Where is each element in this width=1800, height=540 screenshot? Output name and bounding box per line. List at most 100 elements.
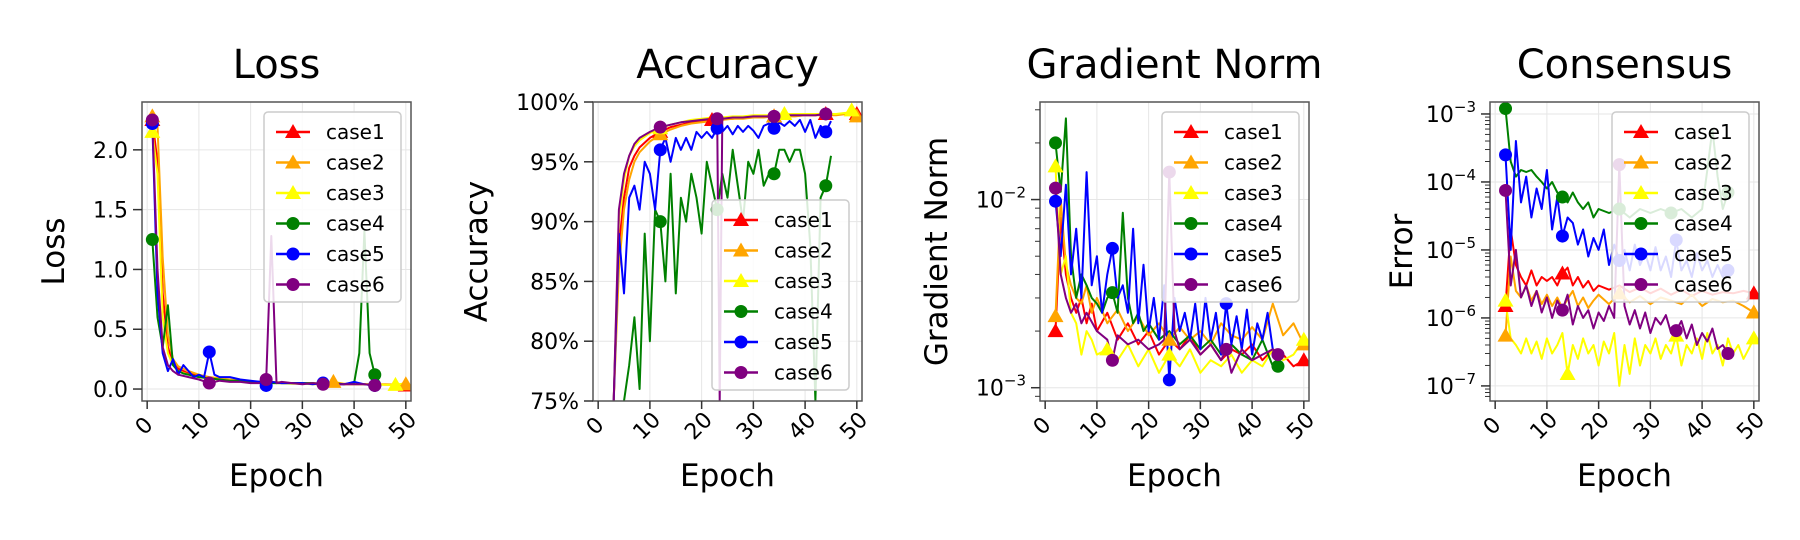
x-tick-label: 10 bbox=[178, 408, 215, 445]
marker-case1 bbox=[1295, 352, 1309, 367]
y-tick-label: 90% bbox=[530, 211, 579, 236]
legend-label-case6: case6 bbox=[1224, 273, 1283, 297]
y-tick-label: 95% bbox=[530, 151, 579, 176]
marker-case3 bbox=[1161, 346, 1178, 361]
legend-marker-case6 bbox=[734, 366, 748, 379]
x-axis-label: Epoch bbox=[1127, 458, 1222, 494]
chart-title: Consensus bbox=[1517, 42, 1733, 88]
legend-label-case1: case1 bbox=[774, 208, 833, 232]
marker-case6 bbox=[819, 107, 833, 121]
x-tick-label: 30 bbox=[732, 408, 769, 445]
marker-case2 bbox=[1745, 304, 1759, 319]
marker-case5 bbox=[1105, 241, 1119, 255]
y-axis-label: Loss bbox=[36, 218, 72, 286]
legend-label-case2: case2 bbox=[774, 239, 833, 263]
legend-marker-case3 bbox=[733, 273, 749, 287]
legend-marker-case2 bbox=[285, 154, 301, 169]
y-axis-label: Gradient Norm bbox=[919, 137, 955, 366]
legend-label-case3: case3 bbox=[326, 181, 385, 205]
y-tick-label: 0.5 bbox=[93, 318, 128, 343]
marker-case5 bbox=[653, 143, 667, 157]
y-tick-label: 10−6 bbox=[1426, 302, 1476, 332]
plot-area bbox=[144, 108, 411, 392]
x-tick-label: 10 bbox=[629, 408, 666, 445]
marker-case4 bbox=[653, 215, 667, 229]
y-tick-label: 10−3 bbox=[976, 372, 1026, 402]
x-tick-label: 20 bbox=[680, 408, 717, 445]
marker-case4 bbox=[1555, 190, 1569, 204]
y-tick-label: 1.5 bbox=[93, 199, 128, 224]
legend-label-case2: case2 bbox=[326, 151, 385, 175]
y-tick-exponent: −4 bbox=[1454, 166, 1476, 184]
x-tick-label: 0 bbox=[131, 413, 159, 441]
plot-frame bbox=[1039, 101, 1310, 402]
legend-label-case1: case1 bbox=[326, 120, 385, 144]
legend-label-case6: case6 bbox=[326, 273, 385, 297]
legend-label-case4: case4 bbox=[1674, 212, 1733, 236]
legend-marker-case5 bbox=[286, 247, 300, 261]
x-tick-label: 50 bbox=[835, 408, 872, 445]
legend-label-case5: case5 bbox=[774, 330, 833, 354]
series-line-case6 bbox=[1054, 171, 1279, 374]
plot-frame bbox=[1489, 101, 1760, 402]
x-tick-label: 0 bbox=[582, 413, 610, 441]
series-line-case3 bbox=[1504, 300, 1755, 387]
marker-case5 bbox=[819, 125, 833, 139]
marker-case6 bbox=[1555, 303, 1569, 317]
legend-label-case6: case6 bbox=[1674, 273, 1733, 297]
legend-marker-case4 bbox=[286, 217, 300, 230]
marker-case3 bbox=[1745, 330, 1759, 345]
marker-case5 bbox=[767, 121, 781, 135]
legend-label-case2: case2 bbox=[1674, 151, 1733, 175]
legend-marker-case2 bbox=[1183, 154, 1199, 169]
y-tick-label: 10−3 bbox=[1426, 98, 1476, 128]
legend-marker-case3 bbox=[1183, 185, 1199, 199]
marker-case1 bbox=[1047, 323, 1064, 338]
marker-case3 bbox=[1497, 292, 1514, 307]
marker-case2 bbox=[1161, 331, 1178, 346]
marker-case3 bbox=[843, 102, 860, 117]
marker-case4 bbox=[1271, 359, 1285, 373]
marker-case3 bbox=[144, 123, 161, 138]
marker-case3 bbox=[1559, 365, 1576, 380]
x-tick-label: 0 bbox=[1029, 413, 1057, 441]
marker-case1 bbox=[1554, 265, 1571, 280]
marker-case5 bbox=[1049, 194, 1063, 208]
y-tick-exponent: −3 bbox=[1004, 372, 1026, 390]
marker-case6 bbox=[145, 113, 159, 127]
y-tick-label: 100% bbox=[516, 91, 579, 116]
legend-label-case3: case3 bbox=[1224, 181, 1283, 205]
chart-title: Loss bbox=[233, 42, 321, 88]
plot-area bbox=[612, 102, 862, 401]
legend-marker-case5 bbox=[1184, 247, 1198, 261]
legend-marker-case2 bbox=[733, 242, 749, 257]
y-tick-exponent: −2 bbox=[1004, 184, 1026, 202]
x-tick-label: 50 bbox=[1282, 408, 1319, 445]
y-tick-exponent: −7 bbox=[1454, 370, 1476, 388]
legend-marker-case4 bbox=[1634, 217, 1648, 230]
plot-frame bbox=[141, 101, 412, 402]
y-tick-label: 2.0 bbox=[93, 139, 128, 164]
marker-case6 bbox=[1721, 346, 1735, 360]
legend-label-case4: case4 bbox=[774, 300, 833, 324]
legend-label-case4: case4 bbox=[326, 212, 385, 236]
legend-label-case5: case5 bbox=[1674, 242, 1733, 266]
legend: case1 case2 case3 case4 case5 case6 bbox=[1611, 111, 1750, 303]
legend-marker-case6 bbox=[1634, 278, 1648, 291]
marker-case6 bbox=[767, 109, 781, 123]
legend-marker-case3 bbox=[1633, 185, 1649, 199]
y-tick-exponent: −5 bbox=[1454, 234, 1476, 252]
y-tick-label: 10−2 bbox=[976, 184, 1026, 214]
x-tick-label: 30 bbox=[1179, 408, 1216, 445]
marker-case5 bbox=[1499, 148, 1513, 162]
marker-case6 bbox=[1219, 342, 1233, 356]
x-tick-label: 40 bbox=[1681, 408, 1718, 445]
legend-marker-case2 bbox=[1633, 154, 1649, 169]
y-axis-label: Accuracy bbox=[459, 181, 495, 323]
legend-label-case3: case3 bbox=[774, 269, 833, 293]
legend-marker-case1 bbox=[1633, 124, 1649, 138]
marker-case6 bbox=[368, 378, 382, 392]
x-axis-label: Epoch bbox=[229, 458, 324, 494]
marker-case6 bbox=[1271, 348, 1285, 362]
legend-marker-case4 bbox=[1184, 217, 1198, 230]
